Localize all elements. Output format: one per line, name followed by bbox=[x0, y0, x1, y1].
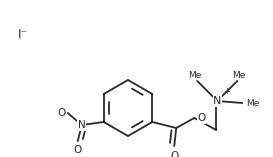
Text: O: O bbox=[170, 151, 178, 157]
Text: Me: Me bbox=[233, 71, 246, 80]
Text: O: O bbox=[74, 145, 82, 155]
Text: O: O bbox=[58, 108, 66, 118]
Text: Me: Me bbox=[246, 98, 260, 108]
Text: N: N bbox=[78, 120, 86, 130]
Text: O: O bbox=[197, 113, 206, 123]
Text: Me: Me bbox=[189, 71, 202, 80]
Text: N: N bbox=[213, 96, 221, 106]
Text: I⁻: I⁻ bbox=[18, 28, 28, 41]
Text: +: + bbox=[223, 87, 230, 97]
